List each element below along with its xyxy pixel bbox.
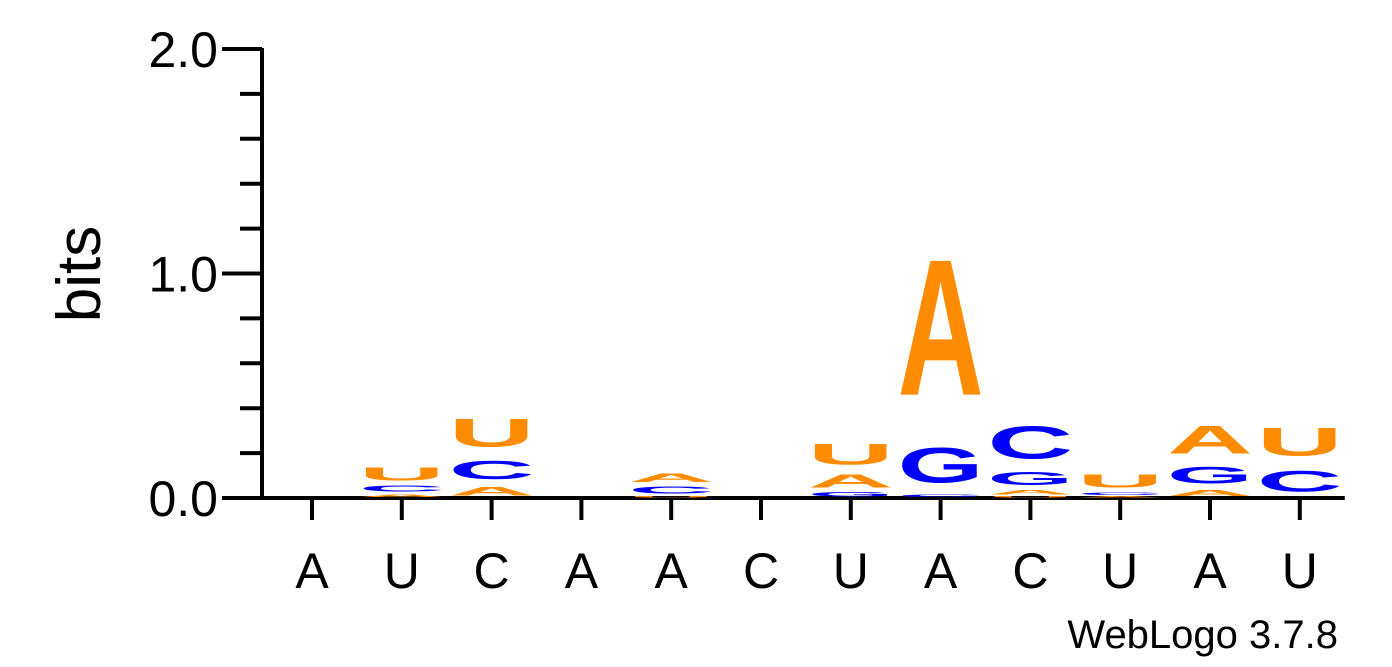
logo-letter-u: U (449, 410, 535, 455)
logo-letter-c: C (359, 485, 445, 494)
x-tick-label: A (1193, 543, 1227, 599)
x-tick-label: C (743, 543, 779, 599)
logo-letter-a: A (898, 220, 984, 437)
x-tick-label: A (565, 543, 599, 599)
x-tick-label: U (1282, 543, 1318, 599)
weblogo-credit: WebLogo 3.7.8 (1067, 613, 1338, 657)
y-tick-label: 0.0 (148, 471, 218, 527)
x-tick-label: A (655, 543, 689, 599)
y-axis: 0.0 1.0 2.0 (148, 22, 264, 527)
y-axis-label: bits (45, 226, 114, 322)
logo-letter-u: U (987, 496, 1073, 498)
logo-letter-c: C (898, 494, 984, 498)
logo-letter-c: C (628, 485, 714, 496)
logo-letter-a: A (1077, 496, 1163, 498)
logo-letter-a: A (359, 494, 445, 498)
logo-letter-u: U (1077, 471, 1163, 491)
logo-letter-a: A (628, 471, 714, 485)
logo-letter-a: A (1167, 489, 1253, 498)
logo-letter-u: U (628, 496, 714, 498)
x-tick-label: U (833, 543, 869, 599)
y-tick-label: 1.0 (148, 247, 218, 303)
logo-letter-a: A (808, 471, 894, 491)
x-tick-label: A (924, 543, 958, 599)
logo-letter-a: A (1167, 417, 1253, 462)
logo-letter-g: G (1167, 462, 1253, 489)
logo-letter-a: A (987, 489, 1073, 496)
y-tick-label: 2.0 (148, 22, 218, 78)
logo-letter-u: U (1257, 419, 1343, 464)
x-tick-label: U (1102, 543, 1138, 599)
x-tick-label: A (295, 543, 329, 599)
logo-letter-g: G (808, 491, 894, 498)
logo-letter-c: C (987, 417, 1073, 469)
logo-letter-c: C (449, 456, 535, 485)
logo-letter-u: U (359, 464, 445, 484)
logo-letter-a: A (449, 484, 535, 498)
x-tick-label: C (1012, 543, 1048, 599)
logo-letter-u: U (808, 437, 894, 471)
x-tick-label: U (384, 543, 420, 599)
logo-letter-g: G (987, 469, 1073, 489)
logo-letter-g: G (898, 438, 984, 494)
logo-letter-c: C (1257, 464, 1343, 498)
logo-letter-c: C (1077, 491, 1163, 495)
x-tick-label: C (474, 543, 510, 599)
